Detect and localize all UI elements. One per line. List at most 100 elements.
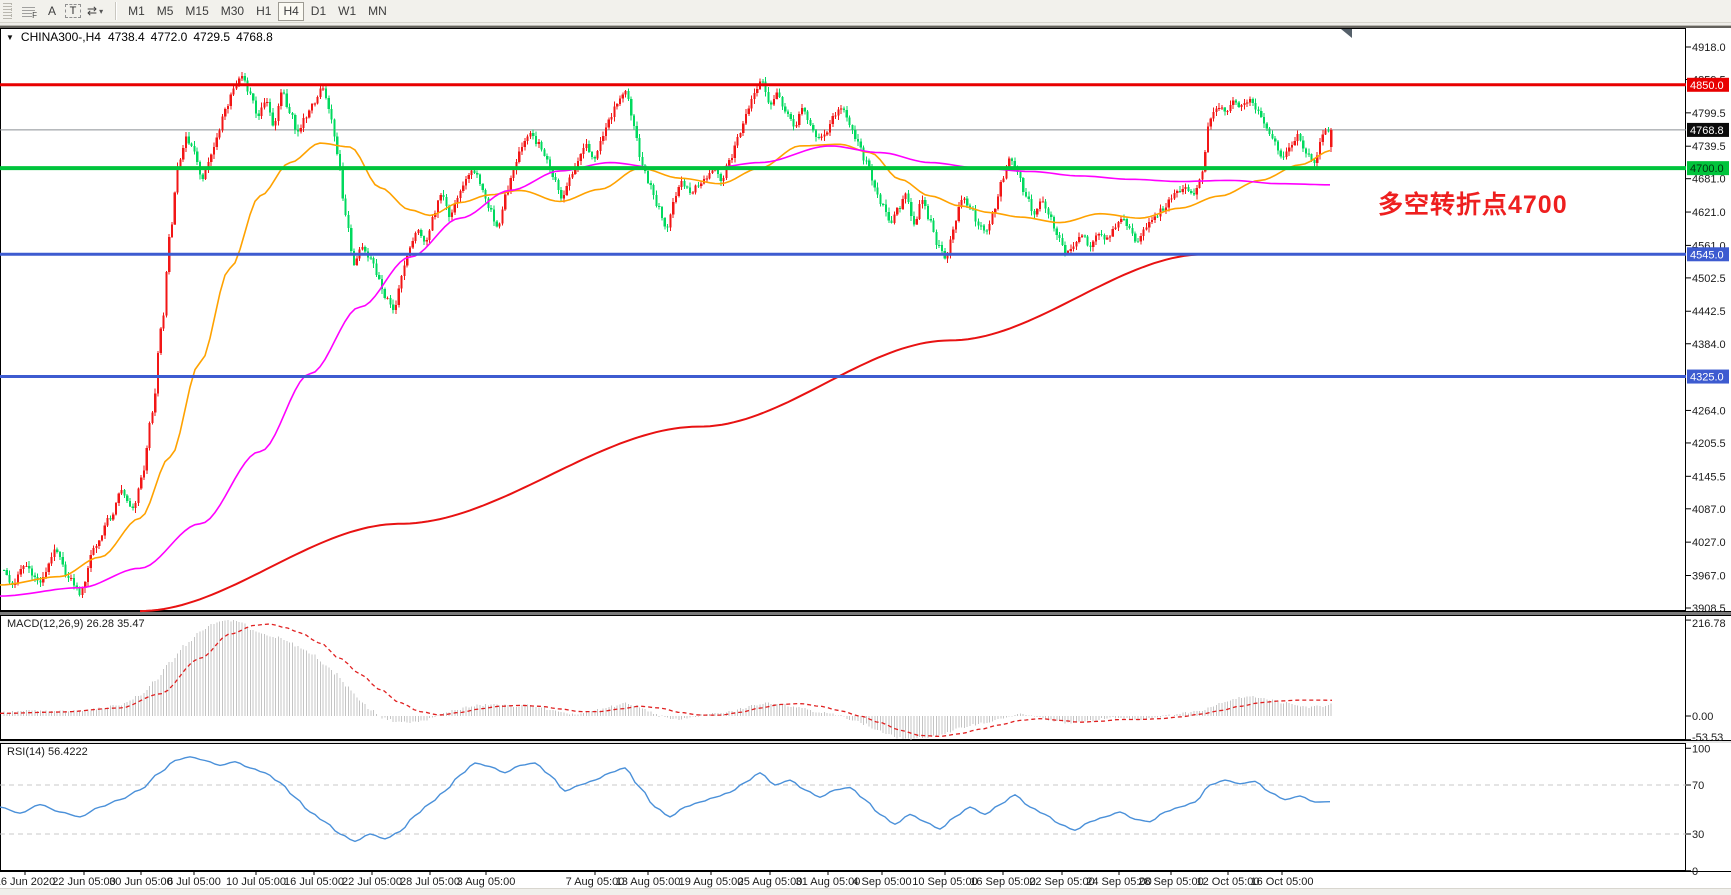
close-value: 4768.8 bbox=[236, 30, 273, 44]
svg-text:10 Jul 05:00: 10 Jul 05:00 bbox=[226, 876, 286, 888]
svg-text:16 Jun 2020: 16 Jun 2020 bbox=[0, 876, 55, 888]
svg-text:4918.0: 4918.0 bbox=[1692, 42, 1726, 54]
timeframe-button-m1[interactable]: M1 bbox=[123, 2, 150, 21]
svg-text:3908.5: 3908.5 bbox=[1692, 603, 1726, 615]
svg-text:3967.0: 3967.0 bbox=[1692, 570, 1726, 582]
svg-text:0.00: 0.00 bbox=[1692, 711, 1713, 723]
rsi-pane[interactable] bbox=[0, 756, 1686, 843]
svg-text:13 Aug 05:00: 13 Aug 05:00 bbox=[616, 876, 681, 888]
text-box-icon[interactable]: T bbox=[65, 4, 81, 18]
svg-text:0: 0 bbox=[1692, 866, 1698, 878]
timeframe-button-m15[interactable]: M15 bbox=[180, 2, 213, 21]
trend-red bbox=[139, 253, 1203, 613]
svg-text:3 Aug 05:00: 3 Aug 05:00 bbox=[457, 876, 516, 888]
toolbar-grip[interactable] bbox=[3, 3, 12, 19]
svg-text:4545.0: 4545.0 bbox=[1690, 249, 1724, 261]
trend-red-line bbox=[139, 253, 1203, 613]
svg-text:4621.0: 4621.0 bbox=[1692, 207, 1726, 219]
svg-text:70: 70 bbox=[1692, 780, 1704, 792]
svg-text:4442.5: 4442.5 bbox=[1692, 306, 1726, 318]
macd-signal bbox=[0, 623, 1333, 737]
price-annotation-text[interactable]: 多空转折点4700 bbox=[1378, 191, 1568, 219]
svg-text:16 Sep 05:00: 16 Sep 05:00 bbox=[970, 876, 1035, 888]
high-value: 4772.0 bbox=[150, 30, 188, 44]
chart-symbol-timeframe: CHINA300-,H4 bbox=[20, 30, 101, 44]
svg-text:4205.5: 4205.5 bbox=[1692, 438, 1726, 450]
svg-text:22 Jun 05:00: 22 Jun 05:00 bbox=[52, 876, 116, 888]
svg-text:28 Sep 05:00: 28 Sep 05:00 bbox=[1138, 876, 1203, 888]
timeframe-button-m30[interactable]: M30 bbox=[216, 2, 249, 21]
svg-text:4739.5: 4739.5 bbox=[1692, 141, 1726, 153]
svg-text:4799.5: 4799.5 bbox=[1692, 108, 1726, 120]
svg-text:4 Sep 05:00: 4 Sep 05:00 bbox=[852, 876, 911, 888]
chart-header[interactable]: ▼ CHINA300-,H4 4738.4 4772.0 4729.5 4768… bbox=[6, 30, 273, 44]
macd-values: 26.28 35.47 bbox=[86, 618, 145, 630]
svg-text:24 Sep 05:00: 24 Sep 05:00 bbox=[1086, 876, 1151, 888]
window-bottom-strip bbox=[0, 888, 1731, 895]
timeframe-button-d1[interactable]: D1 bbox=[306, 2, 331, 21]
arrow-tools-icon[interactable]: ⇄ ▾ bbox=[83, 2, 107, 20]
svg-text:6 Jul 05:00: 6 Jul 05:00 bbox=[167, 876, 221, 888]
svg-text:28 Jul 05:00: 28 Jul 05:00 bbox=[400, 876, 460, 888]
svg-text:12 Oct 05:00: 12 Oct 05:00 bbox=[1197, 876, 1260, 888]
candles-layer[interactable] bbox=[2, 71, 1333, 599]
timeframe-button-mn[interactable]: MN bbox=[363, 2, 392, 21]
rsi-value: 56.4222 bbox=[47, 746, 88, 758]
rsi-line bbox=[0, 756, 1331, 843]
ohlc-values: 4738.4 4772.0 4729.5 4768.8 bbox=[108, 30, 273, 44]
timeframe-toolbar: M1 M5 M15 M30 H1 H4 D1 W1 MN bbox=[122, 1, 393, 21]
timeframe-button-w1[interactable]: W1 bbox=[333, 2, 361, 21]
svg-text:4700.0: 4700.0 bbox=[1690, 163, 1724, 175]
svg-text:4850.0: 4850.0 bbox=[1690, 80, 1724, 92]
svg-text:16 Jul 05:00: 16 Jul 05:00 bbox=[284, 876, 344, 888]
text-label-icon[interactable]: A bbox=[41, 2, 63, 20]
svg-text:22 Sep 05:00: 22 Sep 05:00 bbox=[1029, 876, 1094, 888]
macd-indicator-label: MACD(12,26,9) 26.28 35.47 bbox=[7, 618, 145, 630]
timeframe-button-h1[interactable]: H1 bbox=[251, 2, 276, 21]
pane-borders bbox=[0, 28, 1731, 872]
rsi-indicator-label: RSI(14) 56.4222 bbox=[7, 746, 88, 758]
svg-text:4768.8: 4768.8 bbox=[1690, 125, 1724, 137]
chart-shift-marker-icon[interactable] bbox=[1341, 29, 1352, 38]
timeframe-button-m5[interactable]: M5 bbox=[152, 2, 179, 21]
toolbar: F A T ⇄ ▾ M1 M5 M15 M30 H1 H4 D1 W1 MN bbox=[0, 0, 1731, 23]
svg-text:30: 30 bbox=[1692, 829, 1704, 841]
ma-magenta-line bbox=[0, 145, 1330, 597]
svg-text:216.78: 216.78 bbox=[1692, 618, 1726, 630]
svg-text:4384.0: 4384.0 bbox=[1692, 339, 1726, 351]
svg-text:19 Aug 05:00: 19 Aug 05:00 bbox=[679, 876, 744, 888]
svg-text:4087.0: 4087.0 bbox=[1692, 504, 1726, 516]
svg-text:4264.0: 4264.0 bbox=[1692, 405, 1726, 417]
timeframe-button-h4[interactable]: H4 bbox=[278, 1, 304, 21]
toolbar-separator bbox=[115, 2, 118, 20]
ma-orange-line bbox=[0, 142, 1331, 586]
horizontal-level-lines[interactable] bbox=[0, 83, 1686, 379]
macd-pane[interactable] bbox=[3, 619, 1332, 741]
chart-template-f-icon[interactable]: F bbox=[17, 2, 39, 20]
svg-text:7 Aug 05:00: 7 Aug 05:00 bbox=[566, 876, 625, 888]
low-value: 4729.5 bbox=[193, 30, 231, 44]
open-value: 4738.4 bbox=[107, 30, 145, 44]
svg-text:16 Oct 05:00: 16 Oct 05:00 bbox=[1251, 876, 1314, 888]
svg-text:100: 100 bbox=[1692, 743, 1710, 755]
price-line-tags: 4850.0 4700.0 4545.0 4325.0 4768.8 bbox=[1687, 77, 1729, 384]
svg-text:25 Aug 05:00: 25 Aug 05:00 bbox=[738, 876, 803, 888]
svg-text:4502.5: 4502.5 bbox=[1692, 273, 1726, 285]
svg-text:22 Jul 05:00: 22 Jul 05:00 bbox=[342, 876, 402, 888]
svg-text:-53.53: -53.53 bbox=[1692, 732, 1723, 744]
chevron-down-icon: ▾ bbox=[99, 6, 104, 16]
macd-signal-line bbox=[0, 623, 1333, 737]
svg-text:31 Aug 05:00: 31 Aug 05:00 bbox=[796, 876, 861, 888]
svg-text:4145.5: 4145.5 bbox=[1692, 471, 1726, 483]
price-axis[interactable]: 4918.04859.54799.54739.54681.04621.04561… bbox=[1686, 42, 1726, 615]
ma-magenta bbox=[0, 145, 1330, 597]
svg-text:4027.0: 4027.0 bbox=[1692, 537, 1726, 549]
grid-icon bbox=[21, 5, 35, 17]
ma-orange bbox=[0, 142, 1331, 586]
chart-dropdown-icon[interactable]: ▼ bbox=[6, 32, 14, 42]
